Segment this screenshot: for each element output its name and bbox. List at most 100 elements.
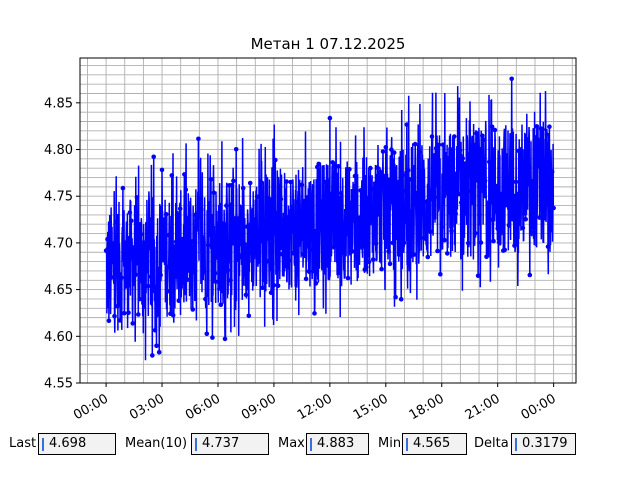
data-point	[210, 335, 215, 340]
data-point	[535, 164, 541, 169]
data-point	[194, 218, 200, 224]
data-point	[180, 262, 186, 268]
data-point	[310, 268, 316, 274]
data-point	[150, 353, 155, 358]
data-point	[184, 277, 190, 283]
data-point	[548, 180, 554, 186]
data-point	[334, 240, 340, 246]
data-point	[257, 226, 263, 231]
data-point	[549, 169, 555, 174]
data-point	[172, 262, 177, 268]
data-point	[528, 218, 534, 224]
data-point	[508, 174, 513, 179]
chart: Метан 1 07.12.2025 00:00 03:00 06:00 09:00 1…	[44, 35, 577, 423]
data-point	[461, 161, 467, 166]
data-point	[449, 228, 454, 234]
max-label: Max	[278, 436, 305, 451]
delta-label: Delta	[474, 436, 509, 451]
data-point	[320, 226, 326, 231]
data-point	[271, 283, 277, 288]
x-tick-label: 00:00	[71, 391, 111, 423]
data-point	[530, 187, 535, 192]
y-tick-label: 4.85	[44, 96, 73, 111]
data-point	[496, 240, 502, 245]
data-point	[432, 195, 438, 200]
data-point	[365, 195, 370, 201]
data-point	[519, 173, 524, 179]
data-point	[278, 196, 284, 202]
data-point	[454, 171, 460, 177]
data-point	[398, 297, 404, 302]
data-point	[177, 206, 183, 212]
data-point	[215, 279, 221, 285]
y-tick-label: 4.75	[44, 190, 73, 205]
data-point	[287, 258, 292, 263]
data-point	[412, 141, 418, 147]
data-point	[309, 193, 315, 198]
data-point	[484, 254, 489, 260]
data-point	[316, 161, 322, 167]
data-point	[336, 164, 341, 169]
data-point	[211, 190, 217, 195]
data-point	[342, 220, 348, 225]
data-point	[138, 232, 144, 237]
data-point	[348, 216, 354, 221]
data-point	[463, 211, 468, 216]
data-point	[474, 131, 480, 136]
data-point	[113, 219, 119, 225]
x-tick-label: 12:00	[295, 391, 335, 423]
data-point	[542, 156, 548, 162]
data-point	[415, 220, 421, 225]
data-point	[106, 318, 112, 324]
data-point	[368, 165, 373, 171]
data-point	[414, 190, 419, 196]
data-point	[492, 127, 498, 133]
data-point	[282, 228, 288, 234]
data-point	[285, 263, 291, 269]
data-point	[407, 177, 412, 182]
data-point	[523, 217, 528, 222]
data-point	[239, 252, 245, 258]
data-point	[498, 229, 503, 235]
data-point	[527, 272, 533, 278]
x-tick-label: 06:00	[183, 391, 223, 423]
x-tick-label: 18:00	[407, 391, 447, 423]
data-point	[151, 154, 156, 160]
data-point	[411, 252, 417, 257]
data-point	[453, 211, 459, 216]
data-point	[515, 233, 520, 239]
data-point	[231, 178, 236, 184]
data-point	[247, 180, 253, 186]
data-point	[124, 264, 130, 270]
data-point	[480, 133, 485, 138]
data-point	[242, 241, 247, 247]
data-point	[288, 179, 294, 185]
data-point	[382, 173, 387, 179]
data-point	[130, 321, 135, 326]
data-point	[170, 313, 176, 318]
data-point	[435, 248, 440, 254]
x-tick-label: 09:00	[239, 391, 279, 423]
data-point	[377, 170, 383, 175]
data-point	[116, 292, 121, 298]
data-point	[159, 167, 165, 173]
data-point	[443, 172, 449, 177]
data-point	[376, 177, 382, 183]
data-point	[161, 257, 166, 263]
data-point	[391, 150, 397, 155]
data-point	[243, 292, 249, 298]
y-tick-label: 4.70	[44, 236, 73, 251]
data-point	[456, 191, 461, 197]
data-point	[110, 241, 116, 246]
data-point	[403, 188, 408, 194]
data-point	[105, 236, 110, 242]
data-point	[187, 250, 193, 256]
data-point	[261, 277, 267, 283]
data-point	[249, 250, 254, 255]
data-point	[155, 290, 161, 295]
plot-frame	[79, 57, 577, 384]
y-tick-label: 4.65	[44, 283, 73, 298]
data-point	[379, 266, 384, 272]
data-point	[452, 134, 457, 139]
data-point	[267, 258, 273, 263]
